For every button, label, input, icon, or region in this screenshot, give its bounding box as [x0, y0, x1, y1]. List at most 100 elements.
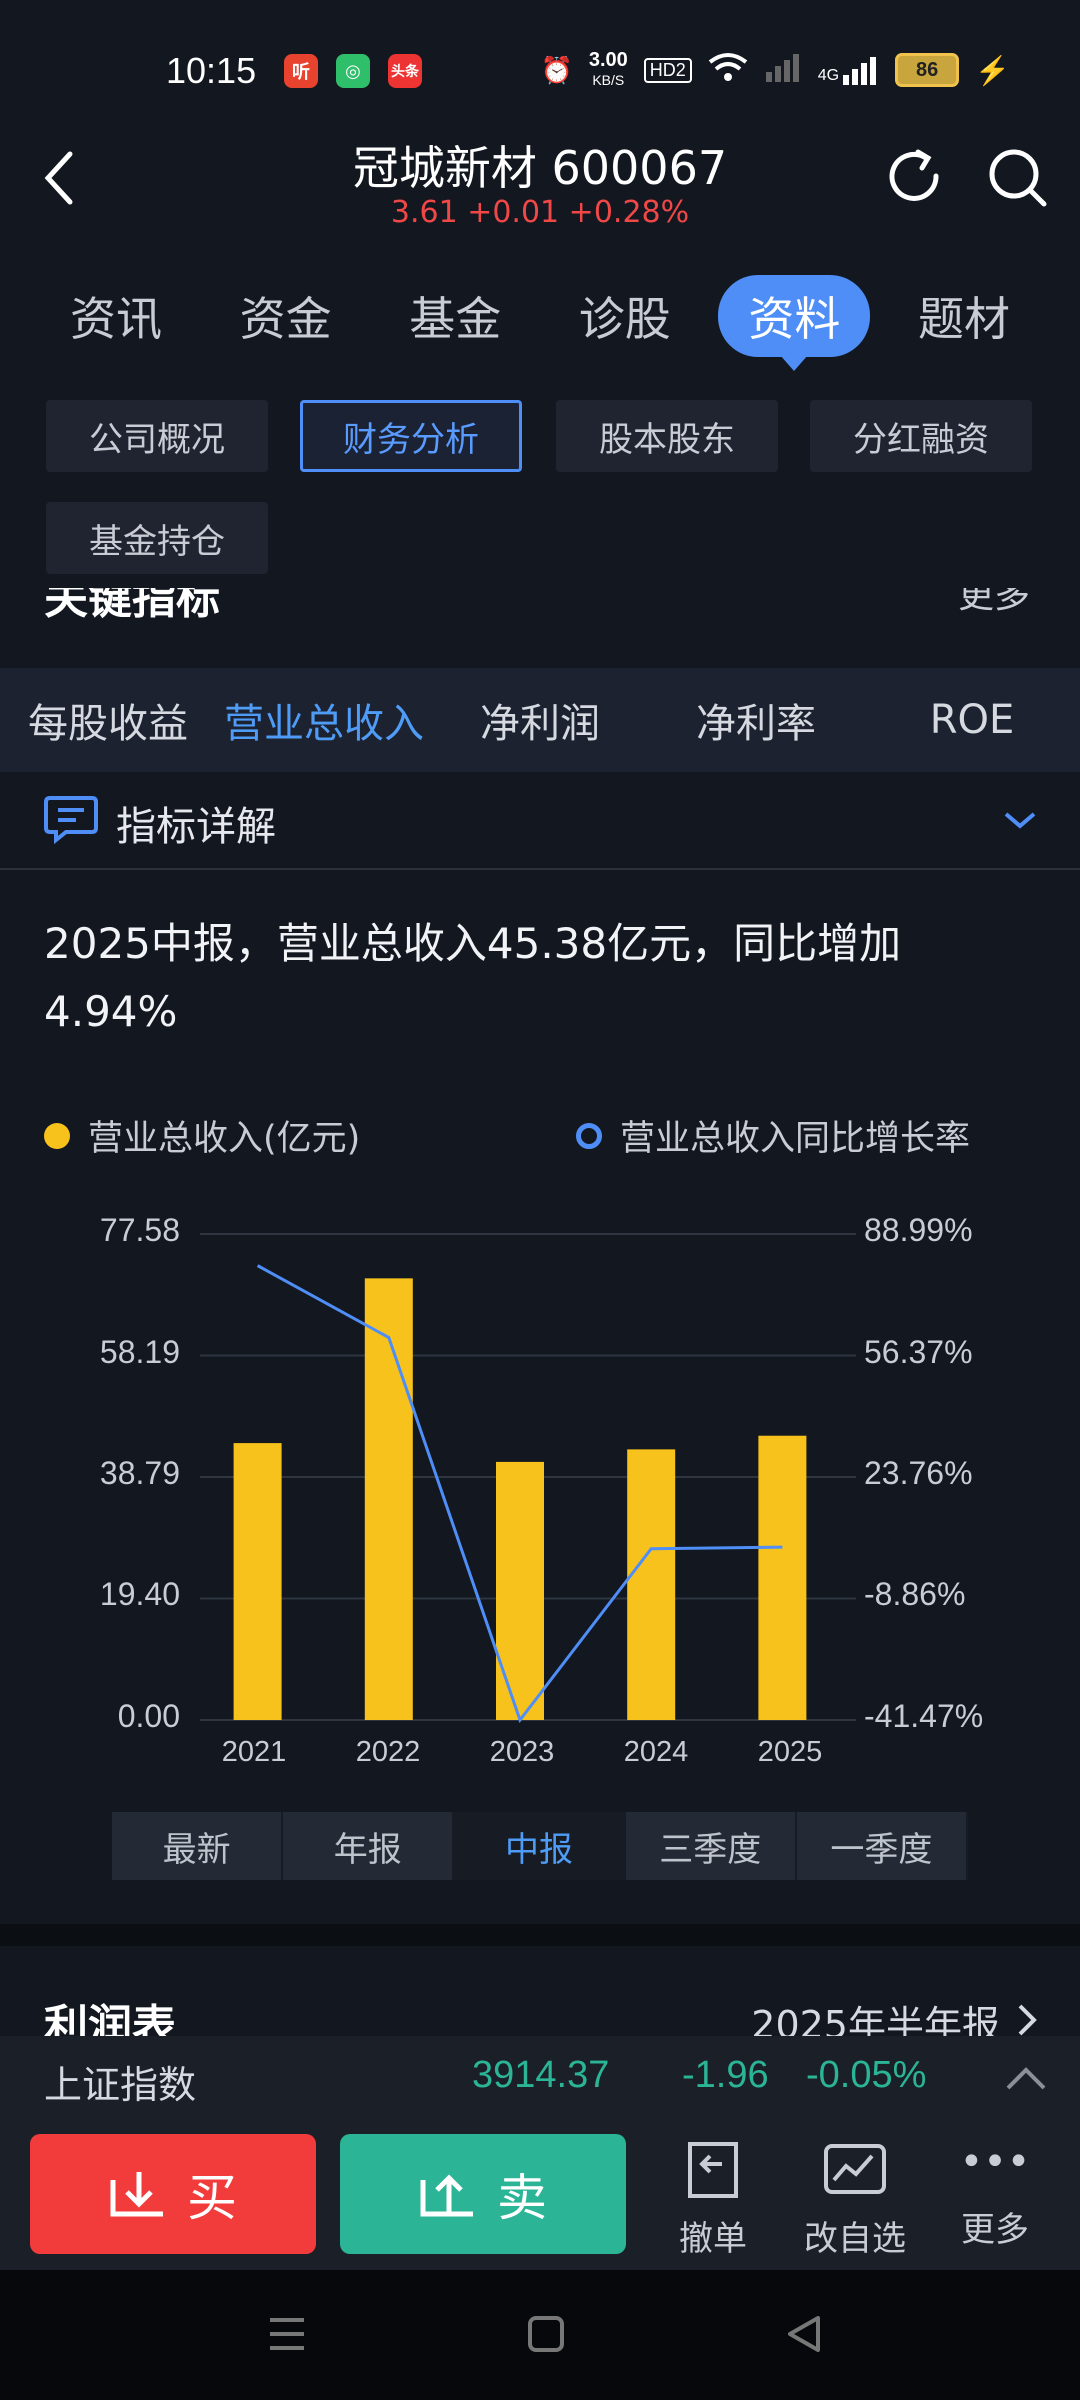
back-nav-icon[interactable] [784, 2314, 824, 2354]
indicator-detail-toggle[interactable]: 指标详解 [0, 772, 1080, 870]
tab-diagnosis[interactable]: 诊股 [578, 292, 671, 346]
cancel-order-button[interactable]: 撤单 [658, 2140, 768, 2260]
y-left-tick: 0.00 [117, 1698, 180, 1734]
tab-topics[interactable]: 题材 [917, 292, 1010, 346]
indicator-revenue[interactable]: 营业总收入 [224, 701, 424, 747]
more-dots-icon: ••• [959, 2139, 1031, 2185]
chart-plot [200, 1233, 856, 1724]
tab-profile[interactable]: 资料 [718, 275, 871, 371]
indicator-tabs: 每股收益 营业总收入 净利润 净利率 ROE [0, 668, 1080, 772]
section-peek-more[interactable]: 更多 [957, 588, 1030, 616]
index-change: -1.96 [682, 2054, 769, 2096]
signal-icon-1 [764, 52, 802, 89]
index-pct: -0.05% [806, 2054, 927, 2096]
indicator-net-profit[interactable]: 净利润 [480, 701, 600, 747]
index-value: 3914.37 [472, 2054, 610, 2096]
chevron-up-icon [1006, 2067, 1046, 2090]
listen-app-icon: 听 [284, 54, 318, 88]
cancel-order-icon [688, 2142, 738, 2198]
net-speed: 3.00 KB/S [588, 49, 628, 88]
legend-revenue-label: 营业总收入(亿元) [88, 1119, 361, 1159]
section-divider [0, 1924, 1080, 1946]
revenue-bar[interactable] [758, 1435, 807, 1720]
message-icon [44, 796, 98, 844]
refresh-button[interactable] [884, 146, 948, 210]
subtab-shareholders[interactable]: 股本股东 [556, 400, 778, 472]
toutiao-app-icon: 头条 [388, 54, 422, 88]
section-peek: 关键指标 更多 [0, 588, 1080, 622]
x-tick: 2021 [221, 1736, 287, 1768]
status-right: ⏰ 3.00 KB/S HD2 4G 86 ⚡ [540, 50, 1010, 90]
fingerprint-app-icon: ◎ [336, 54, 370, 88]
tab-news[interactable]: 资讯 [70, 292, 162, 346]
sell-arrow-icon [420, 2174, 473, 2217]
subtab-dividends[interactable]: 分红融资 [810, 400, 1032, 472]
signal-icon-2: 4G [818, 55, 879, 85]
sell-label: 卖 [497, 2169, 547, 2227]
cancel-order-label: 撤单 [679, 2219, 747, 2259]
indicator-eps[interactable]: 每股收益 [28, 701, 188, 747]
x-tick: 2024 [623, 1736, 689, 1768]
y-right-tick: -8.86% [864, 1576, 966, 1612]
revenue-chart: 77.58 58.19 38.79 19.40 0.00 88.99% 56.3… [0, 1200, 1080, 1780]
period-annual[interactable]: 年报 [283, 1812, 455, 1880]
period-selector: 最新 年报 中报 三季度 一季度 [112, 1812, 969, 1880]
subtab-fund-holdings[interactable]: 基金持仓 [46, 502, 268, 574]
summary-text: 2025中报，营业总收入45.38亿元，同比增加4.94% [44, 919, 902, 1036]
x-tick: 2023 [489, 1736, 555, 1768]
search-icon [989, 149, 1047, 207]
system-nav-bar [0, 2270, 1080, 2400]
indicator-roe[interactable]: ROE [929, 697, 1015, 743]
edit-watchlist-label: 改自选 [804, 2219, 906, 2259]
chevron-down-icon [1004, 812, 1036, 829]
edit-watchlist-button[interactable]: 改自选 [800, 2140, 910, 2260]
search-button[interactable] [986, 146, 1050, 210]
revenue-bar[interactable] [627, 1449, 676, 1720]
revenue-bar[interactable] [233, 1443, 282, 1720]
tab-fund[interactable]: 基金 [409, 292, 502, 346]
index-name: 上证指数 [44, 2063, 197, 2107]
y-left-tick: 58.19 [99, 1334, 180, 1370]
subtab-company-overview[interactable]: 公司概况 [46, 400, 268, 472]
y-right-tick: -41.47% [864, 1698, 984, 1734]
section-peek-title: 关键指标 [44, 588, 220, 622]
subtab-financial-analysis[interactable]: 财务分析 [300, 400, 522, 472]
buy-button[interactable]: 买 [30, 2134, 316, 2254]
detail-label: 指标详解 [116, 804, 276, 850]
battery-indicator: 86 [895, 53, 960, 87]
period-interim[interactable]: 中报 [454, 1812, 626, 1880]
buy-label: 买 [187, 2169, 237, 2227]
back-button[interactable] [40, 148, 80, 208]
legend-growth-dot [576, 1122, 602, 1149]
income-statement-title: 利润表 [44, 2001, 176, 2036]
legend-growth: 营业总收入同比增长率 [576, 1110, 970, 1161]
income-statement-period: 2025年半年报 [751, 2003, 1000, 2036]
period-q3[interactable]: 三季度 [625, 1812, 797, 1880]
more-label: 更多 [961, 2210, 1029, 2250]
y-right-tick: 56.37% [864, 1334, 973, 1370]
alarm-icon: ⏰ [540, 54, 573, 85]
stock-quote: 3.61 +0.01 +0.28% [390, 195, 690, 230]
y-left-tick: 38.79 [99, 1455, 180, 1491]
menu-icon[interactable] [266, 2314, 308, 2354]
period-latest[interactable]: 最新 [112, 1812, 284, 1880]
period-q1[interactable]: 一季度 [796, 1812, 969, 1880]
watchlist-chart-icon [824, 2144, 886, 2194]
y-left-tick: 19.40 [99, 1576, 180, 1612]
hd-badge: HD2 [643, 57, 692, 83]
refresh-icon [889, 149, 939, 201]
indicator-net-margin[interactable]: 净利率 [696, 701, 816, 747]
home-icon[interactable] [526, 2314, 566, 2354]
revenue-bar[interactable] [496, 1461, 544, 1720]
wifi-icon [708, 52, 748, 89]
tab-funds-flow[interactable]: 资金 [239, 292, 332, 346]
sell-button[interactable]: 卖 [340, 2134, 626, 2254]
income-statement-header[interactable]: 利润表 2025年半年报 [0, 1980, 1080, 2036]
back-chevron-icon [44, 151, 73, 205]
y-right-tick: 23.76% [864, 1455, 973, 1491]
legend-growth-label: 营业总收入同比增长率 [620, 1119, 971, 1159]
more-button[interactable]: ••• 更多 [940, 2140, 1050, 2251]
main-tabs: 资讯 资金 基金 诊股 资料 题材 [40, 275, 1040, 371]
revenue-bar[interactable] [364, 1278, 413, 1720]
status-time: 10:15 [166, 50, 257, 91]
